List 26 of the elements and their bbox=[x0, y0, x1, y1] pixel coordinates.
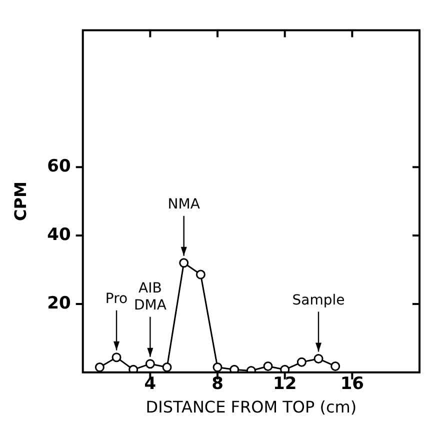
point bbox=[196, 270, 206, 280]
point bbox=[280, 364, 290, 372]
x-tick-label: 16 bbox=[340, 374, 364, 394]
point bbox=[330, 361, 340, 371]
point bbox=[162, 362, 172, 372]
y-axis-title: CPM bbox=[10, 182, 30, 221]
point bbox=[145, 359, 155, 369]
point bbox=[230, 364, 240, 372]
point bbox=[263, 361, 273, 371]
point bbox=[296, 357, 306, 367]
point bbox=[112, 352, 122, 362]
point bbox=[212, 362, 222, 372]
y-tick-label: 40 bbox=[47, 224, 72, 245]
point bbox=[179, 258, 189, 268]
point bbox=[314, 354, 324, 364]
annotation: Sample bbox=[292, 292, 345, 308]
y-tick-label: 20 bbox=[47, 293, 72, 314]
annotation: Pro bbox=[105, 290, 128, 307]
annotation: NMA bbox=[168, 196, 200, 213]
point bbox=[128, 364, 138, 372]
x-tick-label: 12 bbox=[273, 374, 297, 394]
x-tick-label: 8 bbox=[212, 374, 224, 394]
point bbox=[94, 362, 104, 372]
annotation: AIB DMA bbox=[134, 280, 167, 314]
y-tick-label: 60 bbox=[47, 156, 72, 176]
x-axis-title: DISTANCE FROM TOP (cm) bbox=[146, 398, 357, 417]
